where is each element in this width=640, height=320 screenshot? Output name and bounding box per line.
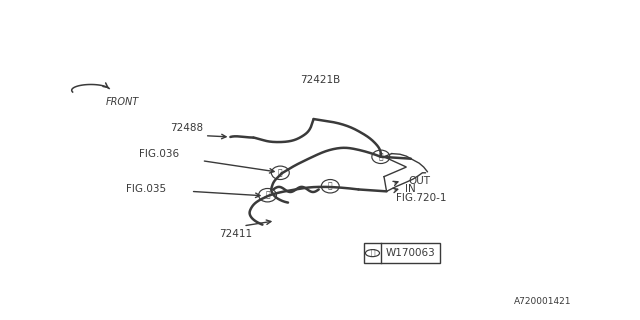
Text: ①: ① [378,152,383,161]
Text: ①: ① [370,249,375,258]
Text: 72411: 72411 [219,229,252,239]
Text: A720001421: A720001421 [514,297,572,306]
Text: FIG.035: FIG.035 [126,184,166,194]
Text: W170063: W170063 [386,248,436,258]
Text: 72421B: 72421B [300,75,340,85]
Text: IN: IN [405,184,416,194]
Text: FRONT: FRONT [106,97,139,108]
Text: ①: ① [278,168,283,177]
Text: FIG.720-1: FIG.720-1 [396,193,446,203]
Text: FIG.036: FIG.036 [139,148,179,159]
FancyBboxPatch shape [364,243,440,263]
Text: OUT: OUT [408,176,430,186]
Text: ①: ① [265,191,270,200]
Text: ①: ① [328,182,333,191]
Text: 72488: 72488 [170,123,204,133]
